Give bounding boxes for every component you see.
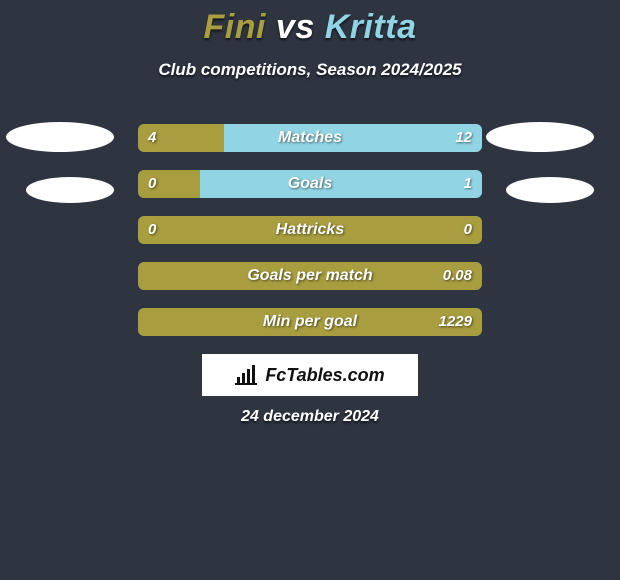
stat-row: Min per goal1229 (138, 308, 482, 336)
stat-value-right: 1229 (439, 308, 472, 336)
stat-value-right: 12 (455, 124, 472, 152)
comparison-infographic: Fini vs Kritta Club competitions, Season… (0, 0, 620, 580)
stat-row: Hattricks00 (138, 216, 482, 244)
bar-chart-icon (235, 365, 259, 385)
stat-bar-left (138, 308, 482, 336)
stat-row: Matches412 (138, 124, 482, 152)
stat-rows: Matches412Goals01Hattricks00Goals per ma… (138, 124, 482, 354)
stat-bar-right (224, 124, 482, 152)
brand-box: FcTables.com (202, 354, 418, 396)
subtitle: Club competitions, Season 2024/2025 (0, 60, 620, 80)
vs-label: vs (276, 8, 315, 46)
player1-name: Fini (204, 8, 266, 46)
stat-value-right: 1 (464, 170, 472, 198)
stat-value-left: 0 (148, 216, 156, 244)
brand-text: FcTables.com (265, 365, 384, 386)
stat-value-left: 0 (148, 170, 156, 198)
stat-row: Goals01 (138, 170, 482, 198)
stat-value-right: 0 (464, 216, 472, 244)
stat-bar-left (138, 262, 482, 290)
page-title: Fini vs Kritta (0, 8, 620, 47)
ellipse-decor (26, 177, 114, 203)
ellipse-decor (486, 122, 594, 152)
player2-name: Kritta (325, 8, 417, 46)
ellipse-decor (506, 177, 594, 203)
stat-value-left: 4 (148, 124, 156, 152)
datestamp: 24 december 2024 (0, 408, 620, 426)
ellipse-decor (6, 122, 114, 152)
stat-bar-right (200, 170, 482, 198)
stat-row: Goals per match0.08 (138, 262, 482, 290)
stat-value-right: 0.08 (443, 262, 472, 290)
stat-bar-left (138, 216, 482, 244)
